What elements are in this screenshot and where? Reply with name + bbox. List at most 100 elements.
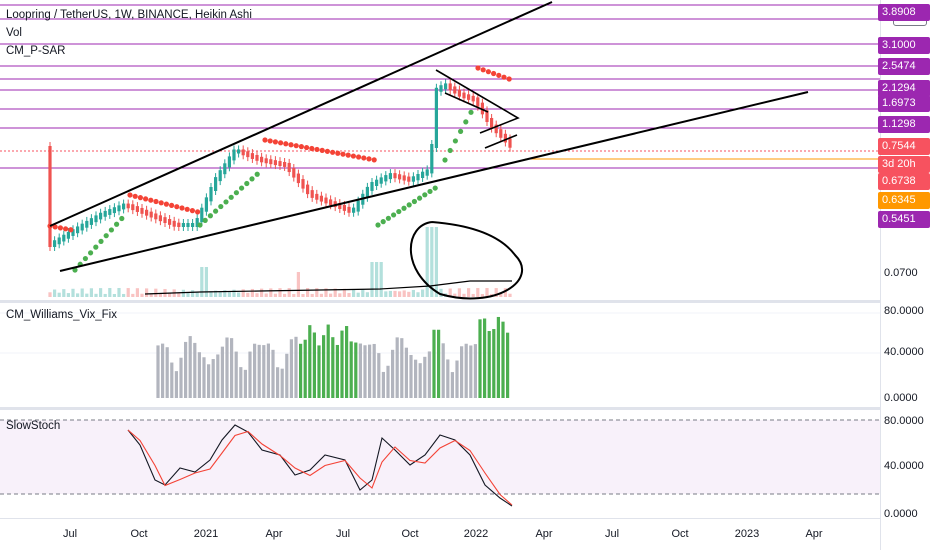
volume-bar <box>375 262 379 297</box>
vix-bar <box>161 343 165 398</box>
candle-body <box>260 156 264 163</box>
psar-dot <box>375 222 381 228</box>
candle-body <box>168 219 172 225</box>
williams-vix-legend[interactable]: CM_Williams_Vix_Fix <box>6 309 117 321</box>
volume-bar <box>411 289 415 297</box>
volume-bar <box>227 292 231 297</box>
candle-body <box>430 144 434 174</box>
vix-bar <box>239 367 243 398</box>
psar-dot <box>52 224 58 230</box>
psar-dot <box>319 147 325 153</box>
candle-body <box>117 205 121 212</box>
stoch-pane[interactable]: SlowStoch <box>0 410 880 518</box>
vix-bar <box>391 349 395 398</box>
psar-dot <box>506 76 512 82</box>
volume-bar <box>462 293 466 297</box>
vix-bar <box>335 344 339 398</box>
volume-bar <box>278 288 282 297</box>
volume-bar <box>296 272 300 297</box>
psar-dot <box>293 143 299 149</box>
psar-dot <box>468 109 474 115</box>
vix-bar <box>358 343 362 398</box>
candle-body <box>62 234 66 242</box>
price-level-tag: 1.6973 <box>878 95 930 112</box>
stoch-d-line <box>127 429 513 506</box>
stoch-band <box>0 420 880 494</box>
pane-separator[interactable] <box>0 300 932 303</box>
psar-dot <box>228 194 234 200</box>
psar-dot <box>158 200 164 206</box>
vix-axis-label: 0.0000 <box>884 392 918 404</box>
volume-bar <box>232 289 236 297</box>
vix-bar <box>331 337 335 398</box>
candle-body <box>103 210 107 217</box>
vix-bar <box>414 359 418 398</box>
candle-body <box>384 175 388 182</box>
candle-body <box>218 170 222 182</box>
psar-dot <box>195 209 201 215</box>
candle-body <box>108 209 112 215</box>
candle-body <box>71 229 75 236</box>
candle-body <box>246 151 250 158</box>
candle-body <box>209 187 213 202</box>
volume-bar <box>103 293 107 297</box>
price-pane[interactable]: Loopring / TetherUS, 1W, BINANCE, Heikin… <box>0 0 880 300</box>
volume-bar <box>218 291 222 297</box>
psar-dot <box>262 137 268 143</box>
vix-bar <box>312 332 316 398</box>
volume-bar <box>140 293 144 297</box>
psar-dot <box>463 119 469 125</box>
psar-dot <box>288 142 294 148</box>
candle-body <box>356 200 360 212</box>
psar-indicator-label[interactable]: CM_P-SAR <box>6 45 66 57</box>
volume-bar <box>407 291 411 297</box>
candle-body <box>94 215 98 223</box>
williams-vix-pane[interactable]: CM_Williams_Vix_Fix <box>0 303 880 407</box>
volume-bar <box>287 288 291 297</box>
price-legend: Loopring / TetherUS, 1W, BINANCE, Heikin… <box>6 6 252 60</box>
vix-bar <box>179 357 183 398</box>
price-chart[interactable] <box>0 0 880 300</box>
pane-separator[interactable] <box>0 407 932 410</box>
psar-dot <box>63 226 69 232</box>
psar-dot <box>380 219 386 225</box>
psar-dot <box>174 204 180 210</box>
williams-vix-chart[interactable] <box>0 303 880 407</box>
volume-bar <box>301 293 305 297</box>
volume-bar <box>485 288 489 297</box>
volume-bar <box>453 293 457 297</box>
psar-dot <box>119 215 125 222</box>
candle-body <box>76 226 80 234</box>
wedge-drawing <box>444 92 489 113</box>
volume-bar <box>434 227 438 297</box>
candle-body <box>508 138 512 148</box>
vix-bar <box>368 344 372 398</box>
vol-indicator-label[interactable]: Vol <box>6 27 22 39</box>
vix-bar <box>381 371 385 398</box>
psar-dot <box>169 202 175 208</box>
time-axis[interactable] <box>0 518 880 551</box>
stoch-chart[interactable] <box>0 410 880 518</box>
volume-bar <box>499 293 503 297</box>
vix-bar <box>483 318 487 398</box>
volume-bar <box>319 293 323 297</box>
vix-bar <box>450 372 454 398</box>
candle-body <box>471 95 475 102</box>
candle-body <box>48 146 52 247</box>
vix-bar <box>340 330 344 398</box>
volume-axis-label: 0.0700 <box>884 267 918 279</box>
psar-dot <box>93 244 99 250</box>
stoch-legend[interactable]: SlowStoch <box>6 420 61 432</box>
vix-bar <box>225 337 229 398</box>
candle-body <box>89 218 93 225</box>
psar-dot <box>385 215 391 221</box>
lower-trendline <box>59 91 809 272</box>
vix-bar <box>326 324 330 398</box>
volume-bar <box>264 293 268 297</box>
time-label: 2022 <box>463 528 489 540</box>
vix-bar <box>184 341 188 398</box>
symbol-title[interactable]: Loopring / TetherUS, 1W, BINANCE, Heikin… <box>6 9 252 21</box>
candle-body <box>425 169 429 176</box>
volume-bar <box>89 288 93 297</box>
candle-body <box>292 168 296 178</box>
